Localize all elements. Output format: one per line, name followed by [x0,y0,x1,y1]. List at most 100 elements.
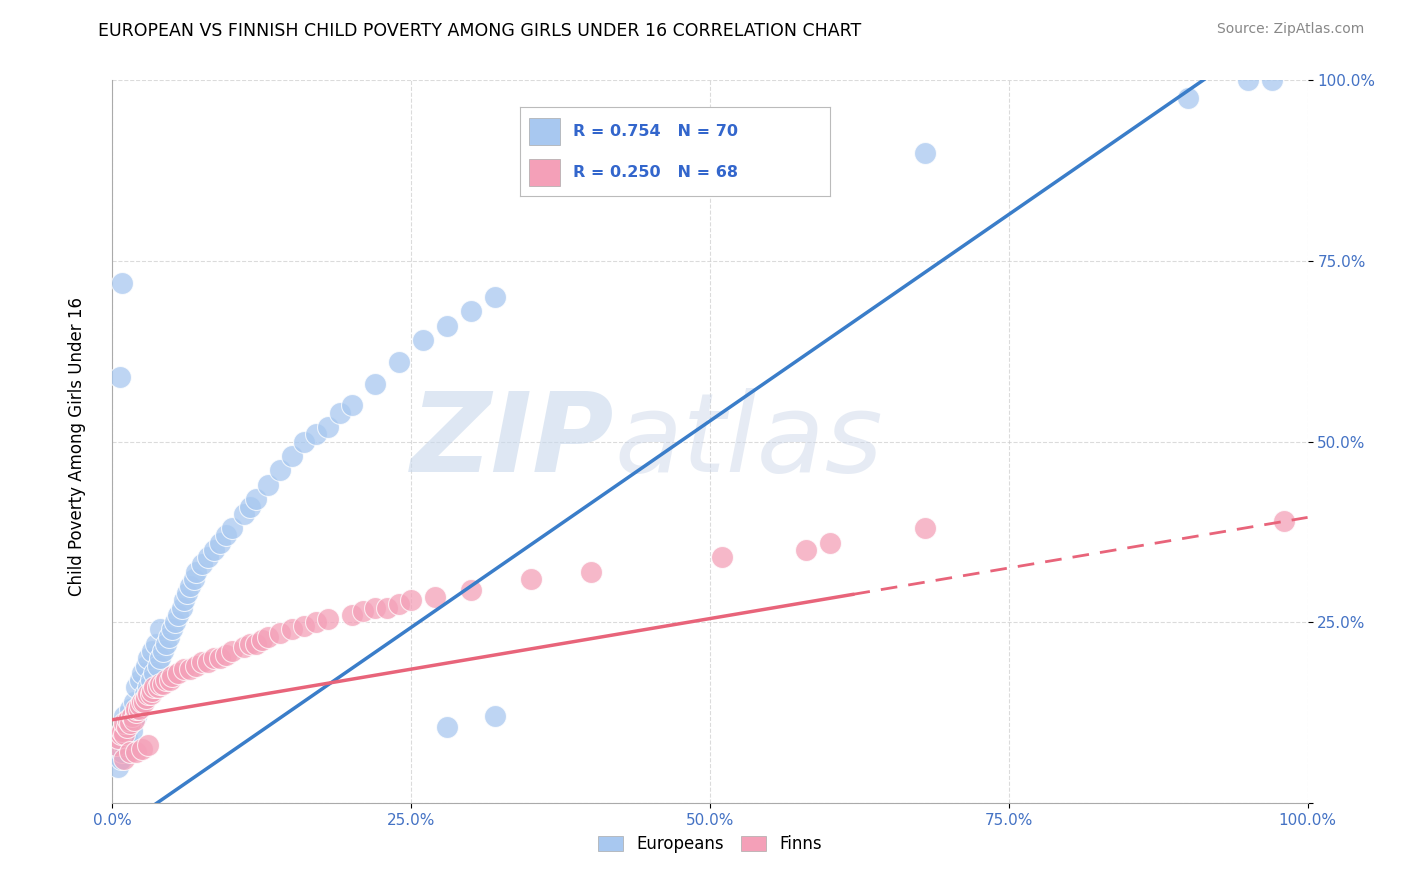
Point [173,662,195,676]
Point [105,738,128,752]
Point [377,600,399,615]
Point [914,521,936,535]
Point [131,695,153,709]
Point [152,676,174,690]
FancyBboxPatch shape [530,118,561,145]
Point [111,745,134,759]
Point [138,651,160,665]
Point [191,558,214,572]
Point [167,665,190,680]
Point [141,683,163,698]
Point [364,376,387,391]
Point [239,500,262,514]
Point [107,760,129,774]
Point [484,709,506,723]
Point [117,713,139,727]
Point [281,449,304,463]
Point [149,623,172,637]
Point [117,716,139,731]
Point [131,695,153,709]
Point [139,673,162,687]
Point [115,720,138,734]
Point [110,752,132,766]
Point [202,651,225,665]
Point [209,535,232,549]
Point [120,745,142,759]
Point [245,637,267,651]
Point [257,630,280,644]
Point [183,572,205,586]
Point [155,673,177,687]
Point [110,727,132,741]
Point [818,535,841,549]
Point [520,572,543,586]
Point [186,658,208,673]
Point [1272,514,1295,528]
Point [209,651,232,665]
Point [215,648,238,662]
Point [122,713,145,727]
Point [257,478,280,492]
Point [191,655,214,669]
Text: R = 0.250   N = 68: R = 0.250 N = 68 [572,165,738,179]
Point [167,607,190,622]
Point [131,741,153,756]
Point [221,521,243,535]
Point [186,565,208,579]
Text: R = 0.754   N = 70: R = 0.754 N = 70 [572,124,738,138]
Point [173,593,195,607]
Point [139,687,162,701]
Point [401,593,423,607]
Point [163,615,186,630]
Point [239,637,262,651]
Point [159,673,181,687]
Point [134,687,156,701]
Point [108,369,131,384]
Point [197,550,219,565]
Point [305,615,328,630]
Point [143,680,166,694]
Point [1177,91,1199,105]
Point [114,716,135,731]
Point [436,318,458,333]
Point [146,680,169,694]
Point [305,427,328,442]
Point [388,597,411,611]
Point [120,716,142,731]
Point [120,702,142,716]
Point [197,655,219,669]
Point [111,276,134,290]
Point [794,542,817,557]
Point [125,702,148,716]
Point [221,644,243,658]
Point [125,745,148,759]
Point [579,565,602,579]
Point [128,702,150,716]
Point [157,630,180,644]
Point [129,673,152,687]
Text: EUROPEAN VS FINNISH CHILD POVERTY AMONG GIRLS UNDER 16 CORRELATION CHART: EUROPEAN VS FINNISH CHILD POVERTY AMONG … [98,22,862,40]
FancyBboxPatch shape [530,159,561,186]
Text: Source: ZipAtlas.com: Source: ZipAtlas.com [1216,22,1364,37]
Point [484,290,506,304]
Point [135,658,157,673]
Point [292,619,315,633]
Point [179,662,201,676]
Point [125,706,148,720]
Point [316,420,339,434]
Point [135,691,157,706]
Point [149,676,172,690]
Point [202,542,225,557]
Point [162,623,183,637]
Point [340,398,363,412]
Point [115,731,138,745]
Point [143,665,166,680]
Point [129,698,152,713]
Point [425,590,447,604]
Text: Child Poverty Among Girls Under 16: Child Poverty Among Girls Under 16 [69,296,86,596]
Point [176,586,198,600]
Point [233,640,256,655]
Point [233,507,256,521]
Point [329,406,352,420]
Point [914,145,936,160]
